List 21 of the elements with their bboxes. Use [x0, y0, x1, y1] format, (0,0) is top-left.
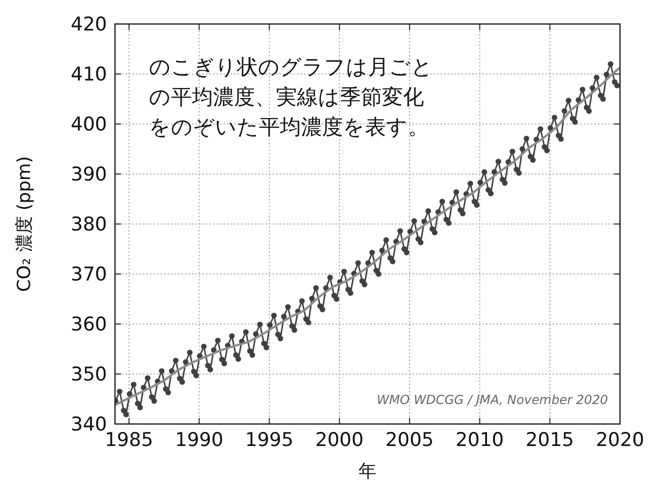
y-tick-label: 400: [70, 114, 107, 136]
y-axis-title: CO₂ 濃度 (ppm): [14, 156, 35, 292]
x-tick-label: 1995: [245, 429, 294, 451]
x-tick-label: 1990: [174, 429, 224, 451]
y-tick-label: 420: [70, 14, 107, 36]
x-tick-label: 1985: [104, 429, 154, 451]
y-tick-label: 410: [70, 64, 107, 86]
y-tick-label: 370: [70, 264, 107, 286]
x-tick-label: 2000: [315, 429, 364, 451]
x-axis-title: 年: [358, 461, 376, 482]
y-tick-label: 360: [70, 314, 107, 336]
x-tick-label: 2010: [456, 429, 504, 451]
x-tick-label: 2005: [385, 429, 434, 451]
x-tick-label: 2015: [526, 429, 574, 451]
y-tick-label: 350: [70, 364, 107, 386]
y-tick-label: 380: [70, 214, 107, 236]
x-tick-label: 2020: [596, 429, 644, 451]
y-tick-label: 390: [70, 164, 107, 186]
y-tick-label: 340: [70, 414, 107, 436]
annotation: のこぎり状のグラフは月ごとの平均濃度、実線は季節変化をのぞいた平均濃度を表す。: [149, 55, 433, 139]
annotation: WMO WDCGG / JMA, November 2020: [376, 392, 608, 407]
